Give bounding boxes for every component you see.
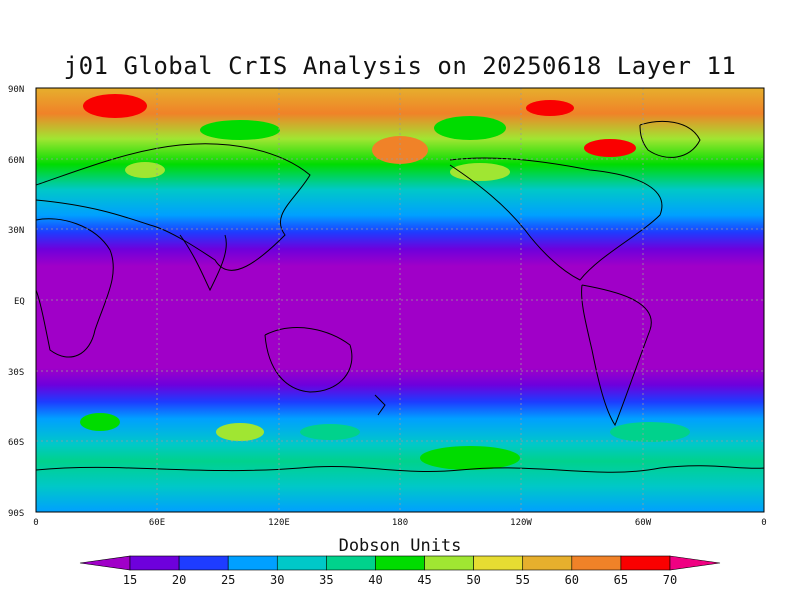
- colorbar-level-label: 35: [319, 573, 333, 587]
- colorbar-level-label: 70: [663, 573, 677, 587]
- lon-label: 0: [761, 518, 766, 528]
- lat-axis: 90N 60N 30N EQ 30S 60S 90S: [8, 85, 25, 519]
- colorbar-level-label: 40: [368, 573, 382, 587]
- lon-label: 0: [33, 518, 38, 528]
- coast-africa: [36, 218, 114, 358]
- arctic-patch-5: [125, 162, 165, 178]
- colorbar-level-label: 30: [270, 573, 284, 587]
- colorbar-swatch: [276, 555, 327, 571]
- colorbar-level-label: 15: [123, 573, 137, 587]
- arctic-patch-2: [200, 120, 280, 140]
- colorbar-swatch: [178, 555, 229, 571]
- lon-label: 120E: [268, 518, 290, 528]
- colorbar-low-triangle: [79, 555, 131, 571]
- coast-south-america: [581, 284, 652, 427]
- colorbar-title: Dobson Units: [338, 536, 462, 556]
- arctic-max-1: [83, 94, 147, 118]
- lon-axis: 0 60E 120E 180 120W 60W 0: [33, 518, 766, 528]
- colorbar-swatch: [424, 555, 474, 571]
- coastlines: [36, 120, 764, 473]
- colorbar-level-label: 55: [516, 573, 530, 587]
- lat-label: 60S: [8, 438, 24, 448]
- arctic-patch-4: [450, 163, 510, 181]
- south-patch-4: [300, 424, 360, 440]
- colorbar-swatch: [620, 555, 671, 571]
- plot-frame: [35, 87, 765, 513]
- lat-label: 60N: [8, 156, 24, 166]
- south-patch-1: [216, 423, 264, 441]
- arctic-max-3: [584, 139, 636, 157]
- colorbar-swatch: [129, 555, 180, 571]
- lat-label: 90S: [8, 509, 24, 519]
- coast-new-zealand: [374, 394, 386, 416]
- colorbar-swatch: [326, 555, 376, 571]
- colorbar-level-label: 25: [221, 573, 235, 587]
- lat-label: EQ: [14, 297, 25, 307]
- colorbar-swatch: [473, 555, 524, 571]
- south-patch-5: [610, 422, 690, 442]
- lat-label: 30N: [8, 226, 24, 236]
- colorbar-level-label: 50: [466, 573, 480, 587]
- south-patch-2: [80, 413, 120, 431]
- arctic-patch-3: [434, 116, 506, 140]
- colorbar-high-triangle: [669, 555, 721, 571]
- coast-greenland: [639, 120, 701, 158]
- lon-label: 120W: [510, 518, 532, 528]
- colorbar-level-label: 60: [565, 573, 579, 587]
- coast-india: [179, 234, 227, 292]
- colorbar-swatch: [571, 555, 622, 571]
- arctic-max-2: [526, 100, 574, 116]
- colorbar-level-label: 20: [172, 573, 186, 587]
- colorbar-level-label: 65: [614, 573, 628, 587]
- coast-australia: [264, 327, 353, 393]
- lat-label: 90N: [8, 85, 24, 95]
- lon-label: 180: [392, 518, 408, 528]
- contour-field: [36, 88, 764, 512]
- colorbar-level-label: 45: [417, 573, 431, 587]
- coast-north-america: [449, 157, 663, 281]
- south-patch-3: [420, 446, 520, 470]
- colorbar-swatch: [227, 555, 278, 571]
- lon-label: 60E: [149, 518, 165, 528]
- grid-lines: [36, 88, 764, 512]
- lat-label: 30S: [8, 368, 24, 378]
- colorbar: 15 20 25 30 35 40 45 50 55 60 65 70: [79, 555, 721, 587]
- lon-label: 60W: [635, 518, 652, 528]
- colorbar-swatch: [522, 555, 573, 571]
- colorbar-swatch: [375, 555, 425, 571]
- coast-antarctica: [36, 465, 764, 473]
- map-title: j01 Global CrIS Analysis on 20250618 Lay…: [63, 52, 737, 80]
